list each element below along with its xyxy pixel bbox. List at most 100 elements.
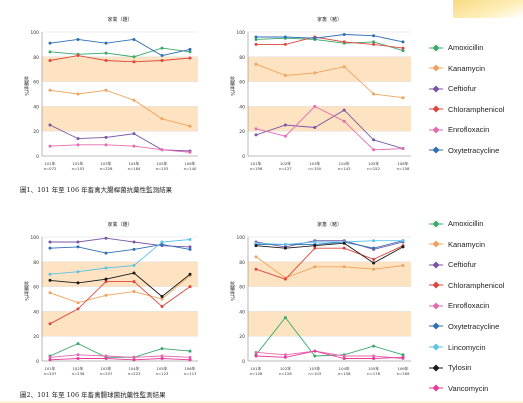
legend-item-amoxicillin: Amoxicillin — [428, 42, 523, 53]
y-tick-label: 100 — [236, 30, 245, 36]
legend-marker-icon — [429, 146, 443, 155]
point-kanamycin — [313, 71, 317, 75]
point-kanamycin — [254, 255, 258, 259]
legend-marker-icon — [429, 281, 443, 289]
point-ceftiofur — [76, 137, 80, 141]
point-ceftiofur — [48, 123, 52, 127]
point-enrofloxacin — [132, 355, 136, 359]
point-chloramphenicol — [132, 280, 136, 284]
series-line-ceftiofur — [255, 240, 404, 250]
point-kanamycin — [160, 117, 164, 121]
legend-marker-icon — [429, 261, 443, 269]
point-tylosin — [401, 245, 405, 249]
x-tick-label: 106年 — [184, 161, 195, 166]
point-oxytetracycline — [160, 54, 164, 58]
point-enrofloxacin — [342, 354, 346, 358]
y-tick-label: 100 — [30, 235, 39, 241]
point-ceftiofur — [342, 108, 346, 112]
point-kanamycin — [401, 264, 405, 268]
y-tick-label: 40 — [239, 309, 245, 315]
series-line-tylosin — [255, 242, 404, 264]
legend-item-kanamycin: Kanamycin — [428, 239, 523, 250]
point-enrofloxacin — [76, 353, 80, 357]
x-tick-label: 106年 — [397, 366, 408, 371]
point-amoxicillin — [104, 51, 108, 55]
point-chloramphenicol — [188, 56, 192, 60]
point-tylosin — [188, 272, 192, 276]
legend-marker-icon — [429, 64, 443, 72]
x-tick-label: 104年 — [339, 366, 350, 371]
point-tylosin — [372, 261, 376, 265]
point-oxytetracycline — [372, 246, 376, 250]
point-amoxicillin — [188, 50, 192, 54]
point-oxytetracycline — [188, 47, 192, 51]
point-chloramphenicol — [132, 60, 136, 64]
series-line-enrofloxacin — [49, 144, 191, 153]
point-amoxicillin — [188, 349, 192, 353]
point-enrofloxacin — [48, 144, 52, 148]
point-tylosin — [254, 244, 258, 248]
point-lincomycin — [76, 270, 80, 274]
y-tick-label: 20 — [239, 334, 245, 340]
y-tick-label: 40 — [33, 104, 39, 110]
legend-marker-icon — [429, 126, 443, 134]
point-ceftiofur — [132, 132, 136, 136]
x-tick-label: 101年 — [250, 161, 261, 166]
point-amoxicillin — [76, 342, 80, 346]
legend-marker-icon — [429, 43, 443, 52]
x-tick-label-n: n=207 — [100, 371, 113, 376]
x-tick-label-n: n=143 — [338, 166, 351, 171]
x-tick-label-n: n=103 — [308, 371, 321, 376]
point-chloramphenicol — [283, 42, 287, 46]
legend-label: Lincomycin — [448, 342, 486, 352]
point-vancomycin — [160, 357, 164, 361]
series-line-chloramphenicol — [255, 245, 404, 280]
series-line-tylosin — [49, 272, 191, 298]
legend-item-oxytetracycline: Oxytetracycline — [428, 145, 523, 156]
x-tick-label-n: n=128 — [250, 371, 263, 376]
point-kanamycin — [132, 98, 136, 102]
legend-top: Amoxicillin Kanamycin Ceftiofur Chloramphen… — [428, 42, 523, 166]
point-kanamycin — [342, 265, 346, 269]
point-chloramphenicol — [372, 257, 376, 261]
chart-title: 家禽（雞） — [107, 16, 132, 23]
point-kanamycin — [401, 96, 405, 100]
point-kanamycin — [160, 297, 164, 301]
x-tick-label: 103年 — [309, 161, 320, 166]
legend-label: Tylosin — [448, 363, 472, 373]
chart-1: 020406080100家禽（雞）抗藥性%101年n=072102年n=1531… — [23, 16, 198, 171]
x-tick-label-n: n=113 — [184, 371, 197, 376]
point-lincomycin — [401, 239, 405, 243]
point-vancomycin — [188, 358, 192, 362]
point-amoxicillin — [372, 344, 376, 348]
y-tick-label: 0 — [242, 359, 245, 365]
point-chloramphenicol — [188, 285, 192, 289]
series-line-kanamycin — [255, 63, 404, 99]
legend-label: Oxytetracycline — [448, 321, 500, 331]
point-chloramphenicol — [160, 59, 164, 63]
chart-title: 家畜（豬） — [317, 221, 342, 228]
legend-marker-icon — [429, 343, 443, 351]
legend-label: Chloramphenicol — [448, 280, 505, 290]
point-oxytetracycline — [48, 246, 52, 250]
y-tick-label: 40 — [33, 309, 39, 315]
point-enrofloxacin — [188, 355, 192, 359]
point-oxytetracycline — [313, 36, 317, 40]
series-line-ceftiofur — [255, 109, 404, 150]
series-line-ceftiofur — [50, 237, 191, 248]
series-line-kanamycin — [255, 256, 404, 279]
series-line-oxytetracycline — [49, 243, 191, 254]
figure1-caption: 圖1、101 年至 106 年畜禽大腸桿菌抗藥性監測結果 — [20, 186, 173, 194]
band-1 — [248, 261, 411, 287]
x-tick-label: 103年 — [100, 366, 111, 371]
y-axis-label: 抗藥性% — [23, 76, 29, 97]
point-tylosin — [104, 277, 108, 281]
chart-title: 家禽（雞） — [107, 221, 132, 228]
point-enrofloxacin — [283, 134, 287, 138]
x-tick-label-n: n=152 — [367, 166, 380, 171]
series-line-chloramphenicol — [49, 55, 191, 63]
series-line-amoxicillin — [49, 343, 191, 358]
